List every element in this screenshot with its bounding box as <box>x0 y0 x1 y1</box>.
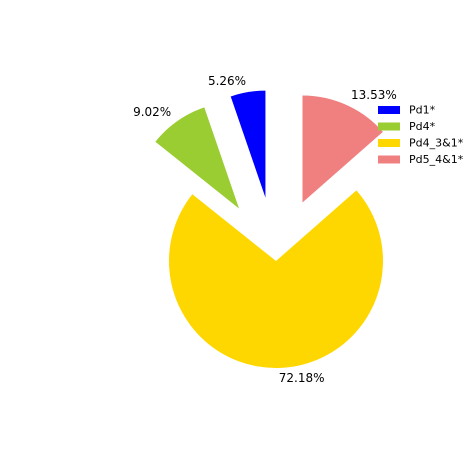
legend-swatch-pd5-4-1 <box>378 155 400 164</box>
legend-swatch-pd4-3-1 <box>378 139 400 147</box>
legend: Pd1* Pd4* Pd4_3&1* Pd5_4&1* <box>378 104 464 166</box>
legend-label-pd1: Pd1* <box>409 104 436 117</box>
legend-label-pd4-3-1: Pd4_3&1* <box>409 137 464 150</box>
pie-slices <box>155 90 383 368</box>
pie-slice-pd4-3-1 <box>168 190 383 368</box>
pie-labels: 5.26% 9.02% 72.18% 13.53% <box>133 74 397 385</box>
pie-label-pd4: 9.02% <box>133 105 171 119</box>
pie-label-pd4-3-1: 72.18% <box>279 371 325 385</box>
legend-swatch-pd1 <box>378 106 400 114</box>
pie-slice-pd5-4-1 <box>302 95 383 203</box>
pie-slice-pd1 <box>230 90 266 198</box>
legend-label-pd5-4-1: Pd5_4&1* <box>409 153 464 166</box>
pie-slice-pd4 <box>155 107 240 209</box>
pie-label-pd5-4-1: 13.53% <box>351 88 397 102</box>
pie-label-pd1: 5.26% <box>208 74 246 88</box>
legend-label-pd4: Pd4* <box>409 120 436 133</box>
legend-swatch-pd4 <box>378 122 400 131</box>
